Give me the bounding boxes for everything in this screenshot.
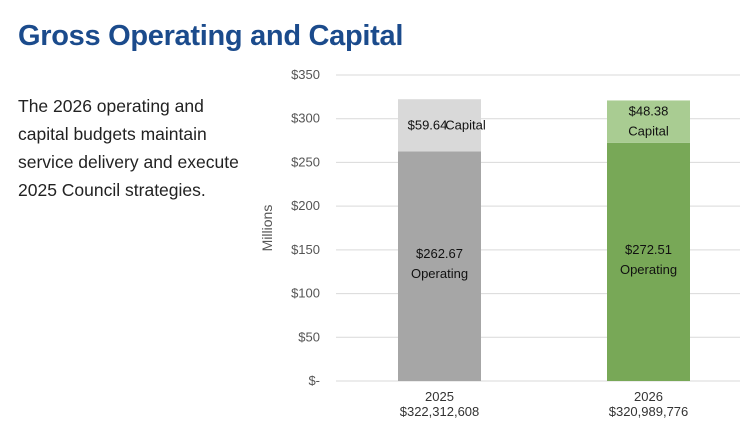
y-tick-label: $200 <box>291 198 320 213</box>
body-text: The 2026 operating and capital budgets m… <box>18 96 239 200</box>
data-label-value: $272.51 <box>625 242 672 257</box>
y-axis-label: Millions <box>259 205 275 252</box>
y-tick-label: $350 <box>291 67 320 82</box>
data-label-series: Operating <box>620 262 677 277</box>
y-tick-label: $300 <box>291 111 320 126</box>
data-label-value: $48.38 <box>629 104 669 119</box>
data-label-series: Capital <box>445 117 486 132</box>
y-tick-label: $50 <box>298 329 320 344</box>
data-label-value: $59.64 <box>408 117 448 132</box>
bar-capital-2026 <box>607 100 690 143</box>
data-label-series: Capital <box>628 124 669 139</box>
data-label-series: Operating <box>411 266 468 281</box>
x-tick-total: $322,312,608 <box>400 404 480 419</box>
x-tick-label: 2026 <box>634 389 663 404</box>
bar-operating-2025 <box>398 151 481 381</box>
bar-capital-2025 <box>398 99 481 152</box>
bar-operating-2026 <box>607 142 690 381</box>
data-label-value: $262.67 <box>416 246 463 261</box>
y-tick-label: $- <box>308 373 320 388</box>
x-tick-total: $320,989,776 <box>609 404 689 419</box>
y-tick-label: $150 <box>291 242 320 257</box>
y-tick-label: $100 <box>291 286 320 301</box>
y-tick-label: $250 <box>291 154 320 169</box>
x-tick-label: 2025 <box>425 389 454 404</box>
page-title: Gross Operating and Capital <box>18 20 404 52</box>
